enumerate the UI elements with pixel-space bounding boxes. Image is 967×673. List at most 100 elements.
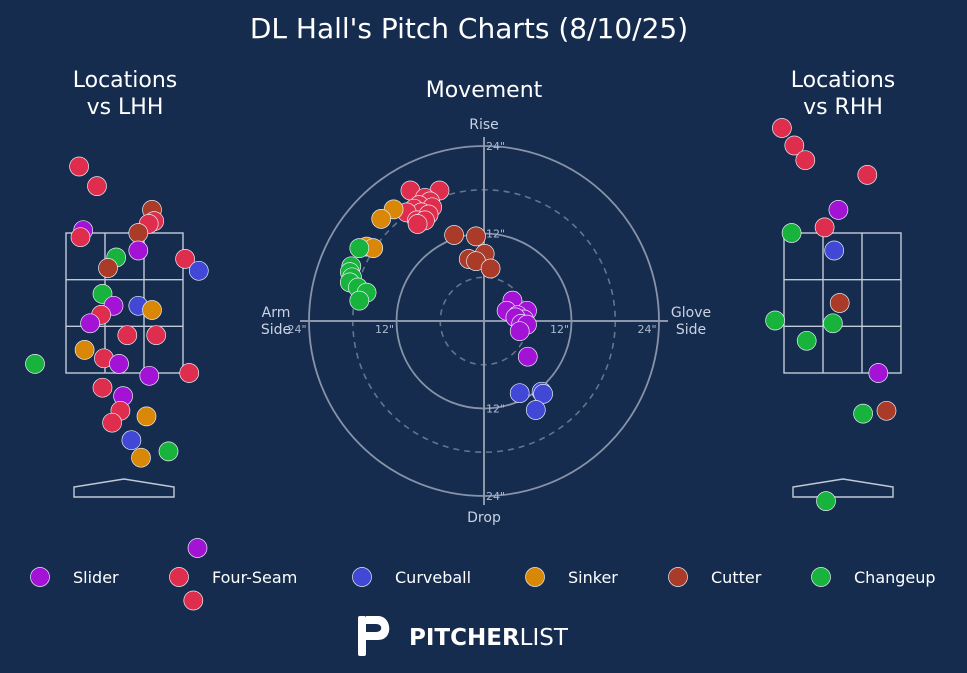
legend-swatch-cutter — [668, 567, 688, 587]
legend-label-four-seam: Four-Seam — [212, 568, 297, 587]
movement-axis-arm-line2: Side — [261, 322, 291, 338]
movement-axis-arm-line1: Arm — [262, 305, 291, 321]
chart-legend: Slider Four-Seam Curveball Sinker Cutter Chan… — [30, 567, 936, 587]
movement-axis-drop: Drop — [467, 510, 501, 526]
lhh-pitch-changeup-24 — [25, 354, 45, 374]
rhh-pitch-slider-12 — [868, 363, 889, 383]
rhh-pitch-points — [765, 118, 897, 511]
lhh-home-plate — [73, 478, 175, 498]
lhh-panel-title-line1: Locations — [73, 68, 178, 93]
rhh-pitch-changeup-11 — [796, 330, 817, 351]
movement-pitch-curveball-42 — [509, 383, 530, 404]
movement-axis-glove-line2: Side — [676, 322, 706, 338]
rhh-home-plate — [792, 478, 894, 498]
rhh-panel-title-line1: Locations — [791, 68, 896, 93]
rhh-panel-title-line2: vs RHH — [803, 95, 883, 120]
rhh-pitch-changeup-13 — [853, 403, 873, 424]
movement-pitch-sinker-14 — [371, 209, 392, 229]
legend-label-slider: Slider — [73, 568, 119, 587]
legend-label-changeup: Changeup — [854, 568, 936, 587]
ring-label-4: 24" — [287, 323, 306, 336]
movement-axis-rise: Rise — [469, 117, 499, 133]
lhh-pitch-slider-25 — [139, 365, 160, 386]
movement-pitch-points — [339, 180, 553, 420]
movement-ring-labels: 24" 12" 12" 24" 24" 12" 12" 24" — [287, 140, 656, 503]
legend-swatch-sinker — [525, 567, 545, 587]
rhh-pitch-changeup-10 — [823, 313, 843, 334]
lhh-pitch-cutter-5 — [128, 223, 149, 243]
ring-label-7: 24" — [637, 323, 656, 336]
lhh-locations-panel: Locations vs LHH — [25, 68, 209, 611]
rhh-locations-panel: Locations vs RHH — [765, 68, 902, 511]
movement-panel-title: Movement — [426, 78, 543, 103]
movement-pitch-curveball-44 — [525, 400, 546, 420]
lhh-pitch-slider-18 — [80, 313, 100, 334]
rhh-pitch-cutter-8 — [829, 293, 850, 313]
legend-swatch-slider — [30, 567, 50, 587]
ring-label-3: 24" — [486, 490, 505, 503]
lhh-pitch-four-seam-11 — [175, 249, 195, 269]
lhh-pitch-sinker-30 — [136, 406, 157, 427]
legend-swatch-curveball — [352, 567, 372, 587]
ring-label-2: 12" — [486, 403, 505, 416]
ring-label-1: 12" — [486, 228, 505, 241]
brand-light: LIST — [520, 625, 569, 651]
ring-label-5: 12" — [375, 323, 394, 336]
lhh-pitch-four-seam-20 — [146, 325, 167, 346]
lhh-panel-title-line2: vs LHH — [87, 95, 164, 120]
lhh-pitch-slider-35 — [187, 538, 208, 558]
movement-pitch-changeup-24 — [349, 290, 370, 311]
legend-label-sinker: Sinker — [568, 568, 618, 587]
rhh-pitch-slider-4 — [828, 200, 849, 220]
rhh-strike-zone — [783, 232, 902, 374]
rhh-pitch-changeup-15 — [816, 491, 836, 511]
lhh-pitch-four-seam-1 — [87, 176, 107, 196]
lhh-pitch-curveball-32 — [121, 430, 142, 451]
lhh-pitch-four-seam-36 — [183, 590, 204, 611]
rhh-pitch-cutter-14 — [876, 400, 897, 421]
ring-label-6: 12" — [550, 323, 569, 336]
movement-panel: Movement 24" 12" 12" 24" 24" 12" 12" 24" Rise D… — [261, 78, 711, 526]
lhh-pitch-four-seam-7 — [70, 227, 91, 248]
lhh-pitch-sinker-21 — [74, 340, 95, 360]
rhh-pitch-changeup-6 — [781, 223, 802, 243]
movement-pitch-changeup-17 — [349, 238, 370, 258]
lhh-pitch-points — [25, 156, 209, 611]
lhh-pitch-slider-8 — [128, 240, 149, 261]
rhh-pitch-four-seam-0 — [772, 118, 792, 138]
lhh-pitch-sinker-16 — [142, 300, 162, 320]
pitcherlist-wordmark: PITCHERLIST — [409, 625, 569, 651]
lhh-pitch-four-seam-31 — [102, 412, 122, 433]
movement-axis-glove-line1: Glove — [671, 305, 711, 321]
rhh-pitch-four-seam-1 — [784, 135, 805, 156]
ring-label-0: 24" — [486, 140, 505, 153]
lhh-pitch-four-seam-0 — [69, 156, 89, 177]
chart-title: DL Hall's Pitch Charts (8/10/25) — [250, 12, 688, 45]
movement-pitch-slider-39 — [509, 321, 530, 342]
lhh-pitch-four-seam-26 — [179, 363, 200, 383]
legend-swatch-changeup — [811, 567, 831, 587]
legend-swatch-four-seam — [169, 567, 189, 587]
lhh-pitch-sinker-34 — [131, 447, 151, 468]
rhh-pitch-curveball-7 — [824, 240, 845, 261]
lhh-pitch-curveball-12 — [188, 260, 209, 281]
rhh-pitch-changeup-9 — [765, 310, 785, 331]
lhh-pitch-four-seam-27 — [92, 377, 113, 398]
legend-label-curveball: Curveball — [395, 568, 471, 587]
legend-label-cutter: Cutter — [711, 568, 762, 587]
lhh-pitch-changeup-33 — [158, 441, 179, 462]
movement-pitch-slider-40 — [517, 346, 538, 367]
movement-pitch-four-seam-12 — [407, 214, 428, 234]
brand-bold: PITCHER — [409, 625, 520, 651]
lhh-pitch-four-seam-19 — [117, 325, 138, 346]
lhh-pitch-slider-23 — [109, 354, 129, 374]
movement-pitch-cutter-30 — [480, 258, 501, 279]
movement-pitch-cutter-25 — [444, 225, 464, 245]
movement-pitch-cutter-26 — [466, 226, 486, 247]
pitcherlist-logo-mark — [358, 616, 390, 656]
rhh-pitch-four-seam-3 — [857, 165, 878, 185]
pitcherlist-logo: PITCHERLIST — [358, 616, 569, 656]
rhh-pitch-four-seam-2 — [795, 150, 816, 171]
lhh-pitch-cutter-10 — [98, 258, 118, 278]
